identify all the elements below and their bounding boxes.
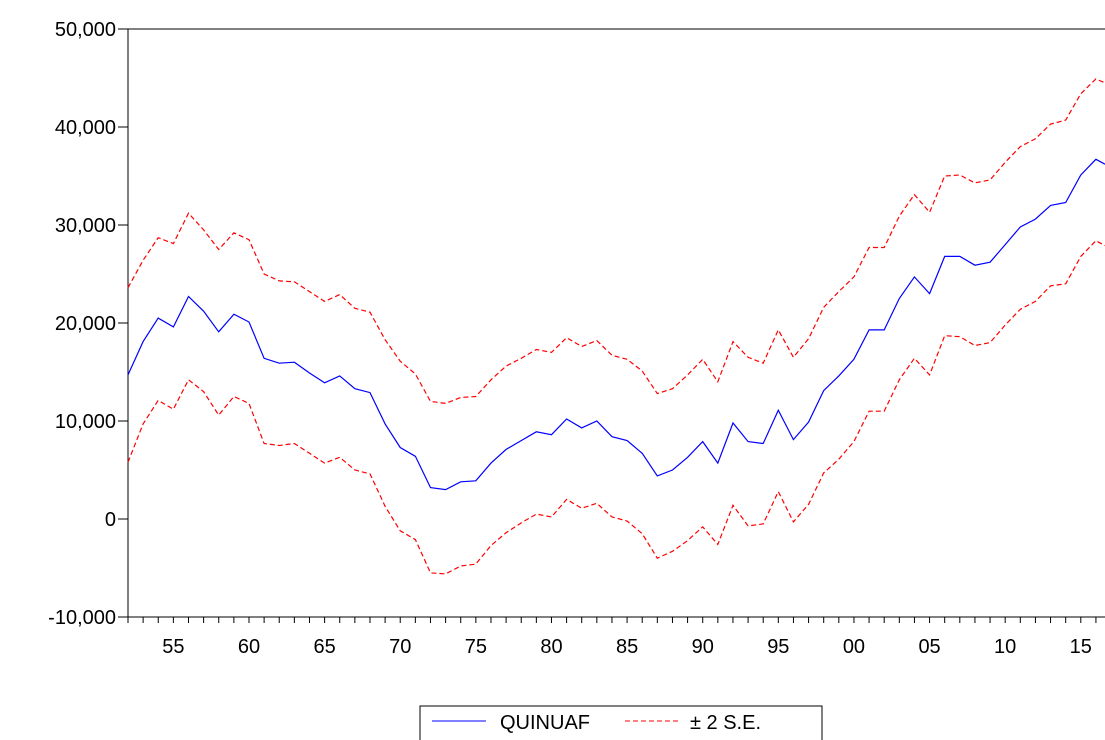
y-tick-label: -10,000 [48, 607, 116, 629]
x-tick-label: 60 [238, 636, 260, 658]
y-tick-label: 20,000 [55, 313, 116, 335]
x-tick-label: 75 [465, 636, 487, 658]
x-tick-label: 10 [994, 636, 1016, 658]
series-line-quinuaf [127, 158, 1105, 491]
x-tick-label: 65 [313, 636, 335, 658]
legend-label-se-band: ± 2 S.E. [690, 712, 761, 734]
x-tick-label: 55 [162, 636, 184, 658]
legend-box [419, 705, 823, 740]
series-layer [127, 78, 1105, 575]
x-tick-label: 00 [843, 636, 865, 658]
y-tick-label: 40,000 [55, 117, 116, 139]
y-tick-label: 50,000 [55, 19, 116, 41]
y-axis-ticks: -10,000 0 10,000 20,000 30,000 40,000 50,000 [48, 19, 128, 629]
y-tick-label: 30,000 [55, 215, 116, 237]
legend-label-quinuaf: QUINUAF [500, 712, 590, 734]
x-axis-ticks: 55 60 65 70 75 80 85 90 95 00 05 10 15 [127, 617, 1097, 658]
x-tick-label: 90 [692, 636, 714, 658]
x-tick-label: 05 [918, 636, 940, 658]
x-tick-label: 85 [616, 636, 638, 658]
x-tick-label: 95 [767, 636, 789, 658]
x-tick-label: 15 [1070, 636, 1092, 658]
y-tick-label: 0 [105, 509, 116, 531]
legend: QUINUAF ± 2 S.E. [419, 705, 823, 740]
plot-frame [127, 28, 1105, 618]
x-tick-label: 70 [389, 636, 411, 658]
y-tick-label: 10,000 [55, 411, 116, 433]
x-tick-label: 80 [540, 636, 562, 658]
series-line-upper-se [127, 78, 1105, 405]
series-line-lower-se [127, 239, 1105, 575]
